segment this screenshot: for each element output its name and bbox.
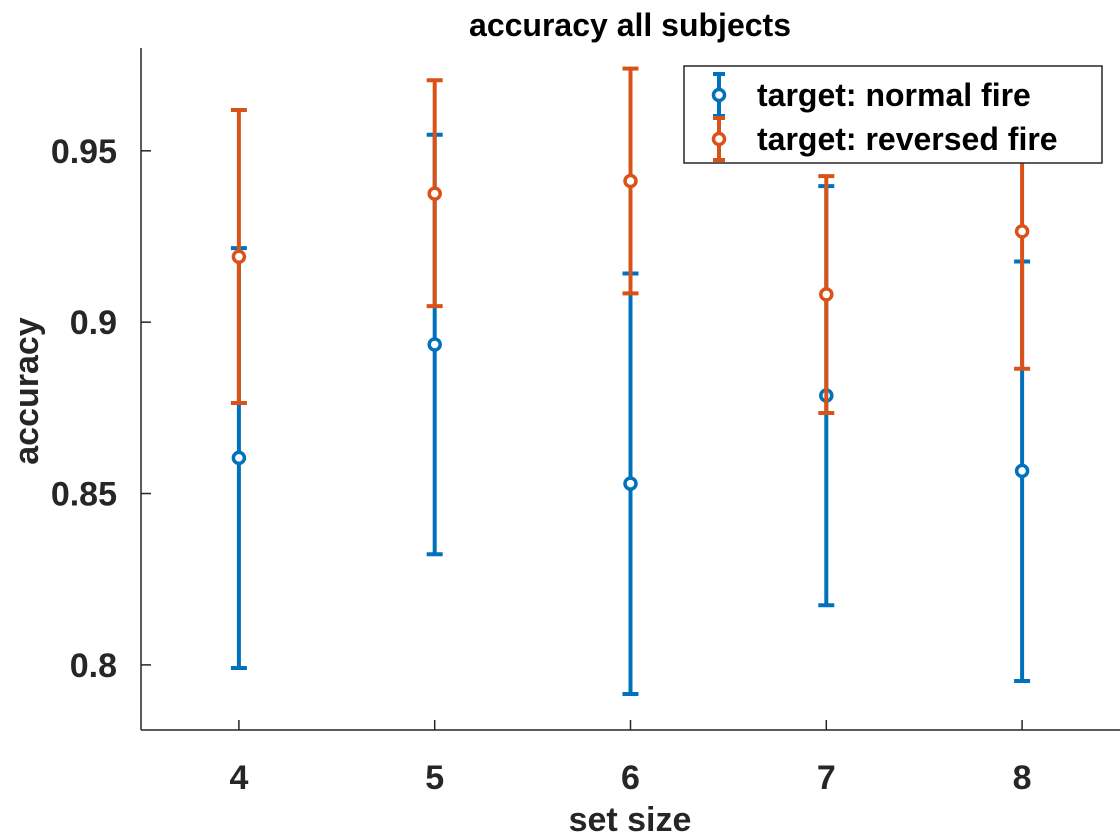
x-tick-label: 8 (1013, 759, 1032, 797)
legend-marker (711, 87, 727, 103)
y-tick-label: 0.8 (70, 647, 117, 685)
legend-marker (711, 131, 727, 147)
y-axis-label: accuracy (8, 317, 46, 465)
legend: target: normal fire target: reversed fire (683, 65, 1103, 164)
y-tick-label: 0.9 (70, 304, 117, 342)
chart-title: accuracy all subjects (469, 7, 791, 43)
data-point (819, 287, 834, 302)
data-point (1014, 224, 1030, 239)
legend-label: target: reversed fire (757, 121, 1058, 157)
x-tick-label: 5 (425, 759, 444, 797)
data-point (427, 337, 442, 352)
y-tick-label: 0.95 (51, 133, 117, 171)
legend-box (683, 65, 1103, 164)
series-1 (230, 66, 1031, 415)
axes: 4 5 6 7 8 0.8 0.85 0.9 0.95 (51, 48, 1120, 797)
x-tick-label: 4 (229, 759, 248, 797)
data-point (623, 173, 638, 189)
x-tick-label: 7 (817, 759, 836, 797)
data-point (427, 186, 442, 201)
data-point (1014, 463, 1030, 479)
data-point (231, 249, 247, 264)
x-tick-label: 6 (621, 759, 640, 797)
data-point (623, 476, 638, 491)
data-point (231, 450, 247, 466)
x-axis-label: set size (569, 801, 692, 839)
legend-label: target: normal fire (757, 77, 1031, 113)
series-layer (230, 66, 1031, 697)
y-tick-label: 0.85 (51, 476, 117, 514)
